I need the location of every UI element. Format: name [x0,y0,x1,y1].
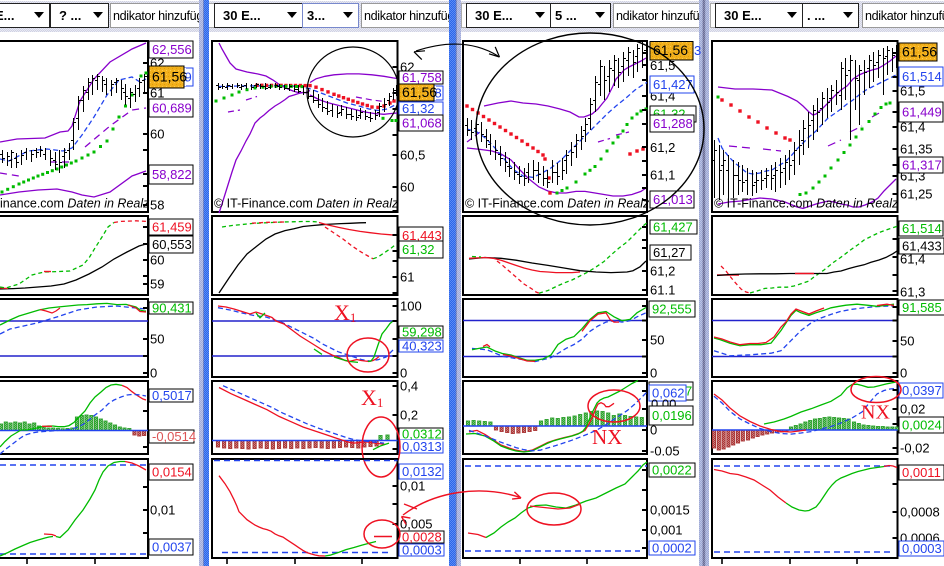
svg-text:0,0011: 0,0011 [902,465,941,480]
svg-text:NX: NX [592,425,622,449]
svg-text:NX: NX [861,402,890,424]
svg-text:61,2: 61,2 [650,264,675,279]
svg-text:0,0397: 0,0397 [902,383,942,398]
svg-text:60: 60 [150,127,164,142]
svg-text:61,1: 61,1 [650,168,675,183]
svg-text:62,556: 62,556 [152,42,192,57]
svg-text:61,32: 61,32 [402,242,435,257]
svg-text:61,443: 61,443 [402,228,442,243]
svg-text:59: 59 [150,277,164,292]
svg-text:61,288: 61,288 [653,116,693,131]
svg-text:61,068: 61,068 [402,116,442,131]
svg-text:61,56: 61,56 [152,69,187,85]
svg-text:0,0008: 0,0008 [900,505,940,520]
svg-text:0,01: 0,01 [150,503,175,518]
svg-text:0,01: 0,01 [400,479,425,494]
svg-text:0,0313: 0,0313 [402,439,442,454]
svg-text:61,56: 61,56 [653,42,688,58]
svg-text:0,0002: 0,0002 [652,541,692,556]
svg-text:0,005: 0,005 [400,517,433,532]
svg-text:7: 7 [685,384,692,399]
svg-text:61,317: 61,317 [902,158,942,173]
svg-text:60,689: 60,689 [152,101,192,116]
svg-text:90,431: 90,431 [152,301,192,316]
svg-text:100: 100 [400,299,422,314]
svg-text:inance.com Daten in Realz: inance.com Daten in Realz [0,197,150,211]
svg-text:60,5: 60,5 [400,148,425,163]
svg-text:0,02: 0,02 [900,402,925,417]
svg-text:61,56: 61,56 [402,84,437,100]
svg-text:61,4: 61,4 [900,252,925,267]
svg-text:0,0037: 0,0037 [152,540,192,555]
svg-text:60: 60 [400,180,414,195]
svg-text:0,062: 0,062 [652,386,685,401]
svg-text:61,758: 61,758 [402,70,442,85]
svg-text:0,0312: 0,0312 [402,427,442,442]
svg-text:-0,0514: -0,0514 [152,429,196,444]
svg-text:61,514: 61,514 [902,221,942,236]
svg-text:0,0024: 0,0024 [902,418,942,433]
svg-text:0,2: 0,2 [400,408,418,423]
svg-text:0,0132: 0,0132 [402,464,442,479]
svg-text:© IT-Finance.com Daten in Real: © IT-Finance.com Daten in Realz [214,197,399,211]
svg-text:61,427: 61,427 [653,77,693,92]
svg-text:61: 61 [400,270,414,285]
svg-text:61,2: 61,2 [650,140,675,155]
svg-text:0,0003: 0,0003 [902,541,942,556]
svg-text:0,0028: 0,0028 [402,530,442,545]
svg-text:91,585: 91,585 [902,300,942,315]
svg-text:50: 50 [150,332,164,347]
svg-text:61,5: 61,5 [900,84,925,99]
svg-text:61: 61 [150,86,164,101]
svg-text:0,5017: 0,5017 [152,388,192,403]
svg-text:© IT-Finance.com Daten in Real: © IT-Finance.com Daten in Realz [714,197,899,211]
svg-text:0,0003: 0,0003 [402,543,442,558]
svg-text:0: 0 [150,366,157,381]
svg-text:60,553: 60,553 [152,237,192,252]
svg-text:0,0196: 0,0196 [652,408,692,423]
svg-text:61,433: 61,433 [902,239,942,254]
svg-text:0,4: 0,4 [400,379,418,394]
svg-text:0,001: 0,001 [650,523,683,538]
svg-text:© IT-Finance.com Daten in Real: © IT-Finance.com Daten in Realz [465,197,650,211]
svg-text:40,323: 40,323 [402,339,442,354]
svg-text:61,514: 61,514 [902,69,942,84]
svg-text:-0.05: -0.05 [650,444,680,459]
svg-text:59,298: 59,298 [402,325,442,340]
svg-text:50: 50 [900,334,914,349]
svg-text:0: 0 [400,366,407,381]
svg-text:0: 0 [900,366,907,381]
svg-text:0,0015: 0,0015 [650,503,690,518]
svg-text:X1: X1 [361,385,383,410]
svg-text:0,0022: 0,0022 [652,463,692,478]
svg-text:61,32: 61,32 [402,101,435,116]
svg-text:58: 58 [150,198,164,213]
svg-text:61,35: 61,35 [900,142,933,157]
svg-text:-0,02: -0,02 [900,441,930,456]
svg-text:61,5: 61,5 [650,58,675,73]
svg-text:X1: X1 [334,300,356,325]
svg-text:0: 0 [650,366,657,381]
svg-text:0: 0 [650,423,657,438]
svg-text:61,427: 61,427 [653,220,693,235]
svg-text:3: 3 [694,43,701,58]
svg-text:61,3: 61,3 [900,285,925,300]
svg-text:61.1: 61.1 [650,283,675,298]
svg-text:61,27: 61,27 [653,245,686,260]
svg-text:60: 60 [150,253,164,268]
svg-text:50: 50 [650,333,664,348]
svg-text:61,25: 61,25 [900,187,933,202]
svg-text:61,4: 61,4 [900,120,925,135]
svg-text:0,0154: 0,0154 [152,465,192,480]
svg-text:61,56: 61,56 [902,44,937,60]
svg-text:92,555: 92,555 [652,302,692,317]
svg-text:61,459: 61,459 [152,220,192,235]
svg-text:61,449: 61,449 [902,105,942,120]
svg-text:58,822: 58,822 [152,167,192,182]
